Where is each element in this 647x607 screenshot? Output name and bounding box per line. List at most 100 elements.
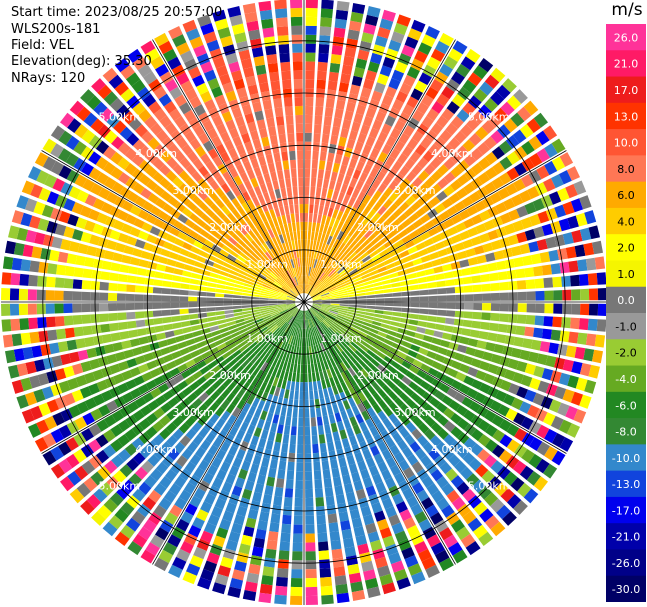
range-gate: [57, 441, 72, 456]
range-gate: [490, 460, 504, 474]
range-gate: [135, 311, 145, 319]
range-gate: [264, 230, 272, 240]
range-gate: [436, 402, 448, 414]
range-gate: [284, 314, 292, 321]
range-gate: [400, 280, 410, 287]
range-gate: [409, 284, 420, 291]
range-gate: [366, 334, 376, 342]
range-gate: [306, 284, 310, 294]
range-gate: [359, 344, 369, 353]
range-gate: [524, 201, 537, 215]
range-ring-label: 1.00km: [246, 258, 288, 271]
range-gate: [324, 254, 331, 264]
range-gate: [363, 78, 375, 90]
range-gate: [317, 260, 322, 270]
range-gate: [363, 514, 375, 526]
range-gate: [423, 357, 434, 366]
range-gate: [297, 168, 304, 178]
range-gate: [250, 177, 259, 188]
range-gate: [394, 140, 405, 152]
range-gate: [294, 88, 303, 98]
range-gate: [315, 259, 320, 269]
range-gate: [268, 219, 275, 229]
range-gate: [477, 142, 491, 156]
range-gate: [322, 321, 330, 329]
range-gate: [362, 115, 374, 127]
range-gate: [336, 230, 344, 240]
range-gate: [410, 392, 422, 403]
range-gate: [264, 280, 273, 286]
range-gate: [67, 214, 79, 227]
range-gate: [25, 229, 37, 243]
range-gate: [357, 305, 367, 309]
range-gate: [374, 294, 385, 298]
range-gate: [334, 485, 344, 496]
range-gate: [347, 331, 357, 339]
ray: [312, 303, 603, 364]
range-gate: [240, 534, 253, 546]
range-gate: [165, 170, 178, 182]
range-gate: [475, 223, 487, 234]
range-gate: [255, 446, 264, 457]
range-gate: [377, 461, 388, 473]
range-gate: [2, 256, 14, 270]
ray: [304, 0, 334, 294]
range-gate: [158, 549, 173, 564]
range-gate: [319, 290, 329, 295]
range-gate: [263, 557, 276, 568]
range-gate: [270, 513, 281, 524]
range-gate: [310, 308, 318, 315]
range-gate: [75, 374, 88, 387]
range-gate: [181, 448, 194, 460]
range-gate: [377, 388, 387, 399]
range-gate: [324, 278, 332, 285]
range-gate: [519, 465, 534, 481]
range-gate: [272, 284, 281, 290]
range-gate: [342, 338, 351, 346]
range-gate: [401, 44, 415, 58]
range-gate: [328, 348, 335, 358]
range-gate: [346, 138, 356, 150]
colorbar-swatch: [606, 24, 646, 51]
range-gate: [460, 466, 474, 480]
range-gate: [456, 481, 470, 495]
range-gate: [329, 217, 336, 227]
range-gate: [274, 328, 282, 337]
range-gate: [38, 402, 51, 417]
range-gate: [277, 197, 283, 208]
range-gate: [218, 275, 228, 281]
range-gate: [253, 333, 263, 341]
range-gate: [450, 334, 461, 343]
range-gate: [587, 273, 598, 286]
range-gate: [377, 266, 387, 273]
range-gate: [388, 514, 401, 527]
range-gate: [239, 152, 249, 164]
range-gate: [16, 363, 29, 377]
range-gate: [354, 318, 364, 324]
range-gate: [351, 364, 360, 374]
range-gate: [411, 189, 423, 200]
range-gate: [368, 493, 380, 505]
range-gate: [396, 244, 407, 253]
range-gate: [434, 390, 446, 401]
range-gate: [417, 548, 432, 562]
range-gate: [147, 192, 160, 204]
range-gate: [204, 356, 214, 365]
range-gate: [291, 569, 303, 579]
range-gate: [472, 284, 482, 293]
range-gate: [306, 337, 309, 347]
range-gate: [304, 266, 306, 276]
range-gate: [282, 312, 291, 319]
range-gate: [269, 307, 279, 311]
range-gate: [274, 107, 284, 117]
range-gate: [365, 522, 377, 534]
range-gate: [409, 313, 420, 320]
range-gate: [261, 18, 274, 29]
range-gate: [452, 549, 468, 564]
range-gate: [142, 496, 157, 511]
range-gate: [430, 79, 444, 92]
range-gate: [305, 61, 316, 71]
range-gate: [250, 329, 259, 336]
range-gate: [558, 218, 571, 232]
range-gate: [305, 97, 314, 107]
